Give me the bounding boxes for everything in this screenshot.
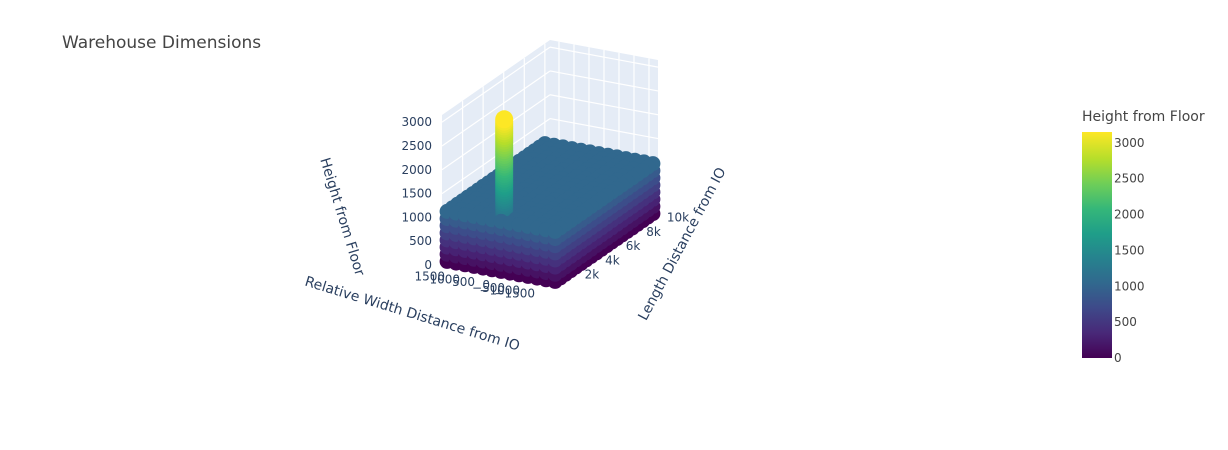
y-tick-label: 2k — [585, 268, 600, 282]
colorbar-tick-label: 500 — [1114, 315, 1137, 329]
colorbar-gradient — [1082, 132, 1112, 358]
colorbar-title: Height from Floor — [1082, 109, 1205, 125]
z-tick-label: 1500 — [401, 187, 432, 201]
data-points — [439, 110, 661, 289]
y-tick-label: 4k — [605, 253, 620, 267]
data-point — [495, 110, 514, 129]
z-tick-label: 0 — [424, 258, 432, 272]
x-tick-label: 500 — [452, 275, 475, 289]
gridline-z — [441, 70, 551, 147]
colorbar: 0 500 1000 1500 2000 2500 3000 — [1082, 132, 1145, 365]
x-tick-label: −1500 — [494, 286, 535, 300]
x-tick-label: 1500 — [414, 270, 445, 284]
x-tick-label: 0 — [482, 278, 490, 292]
chart-title: Warehouse Dimensions — [62, 33, 262, 53]
colorbar-tick-label: 0 — [1114, 351, 1122, 365]
z-tick-label: 2000 — [401, 163, 432, 177]
x-tick-label: −1000 — [479, 284, 520, 298]
colorbar-tick-label: 1000 — [1114, 279, 1145, 293]
z-tick-label: 500 — [409, 234, 432, 248]
x-tick-label: −500 — [472, 281, 505, 295]
gridline-z — [441, 46, 551, 123]
y-tick-label: 6k — [626, 239, 641, 253]
y-tick-label: 8k — [646, 225, 661, 239]
colorbar-tick-label: 3000 — [1114, 136, 1145, 150]
x-tick-label: 1000 — [429, 272, 460, 286]
colorbar-tick-label: 2000 — [1114, 208, 1145, 222]
y-tick-label: 10k — [667, 211, 689, 225]
z-tick-label: 2500 — [401, 139, 432, 153]
z-tick-label: 1000 — [401, 210, 432, 224]
z-tick-label: 3000 — [401, 115, 432, 129]
data-point — [547, 223, 563, 239]
z-axis-title: Height from Floor — [316, 156, 367, 278]
colorbar-tick-label: 1500 — [1114, 243, 1145, 257]
colorbar-tick-label: 2500 — [1114, 172, 1145, 186]
